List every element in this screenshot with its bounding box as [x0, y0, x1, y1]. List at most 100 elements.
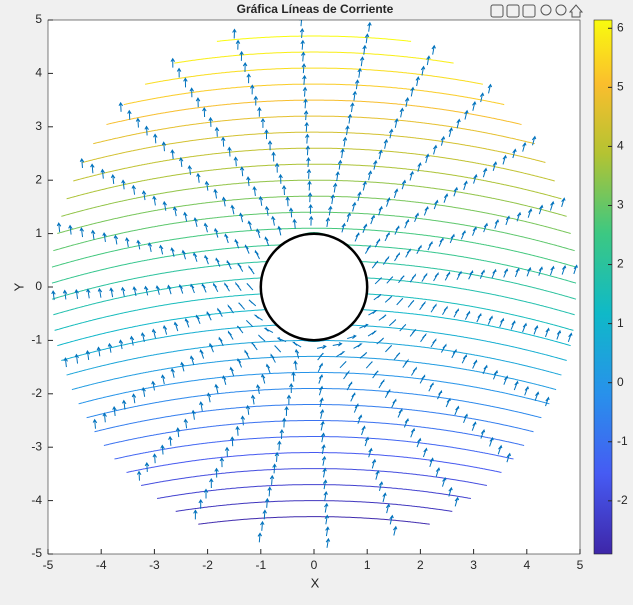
- arrow: [354, 232, 360, 242]
- arrow: [384, 295, 393, 303]
- arrow: [394, 251, 400, 262]
- arrow: [221, 375, 227, 385]
- arrow: [183, 418, 189, 429]
- toolbar-button[interactable]: [522, 4, 536, 18]
- arrow: [378, 378, 385, 389]
- arrow: [160, 444, 165, 455]
- x-tick-label: 4: [523, 558, 530, 572]
- arrow: [378, 481, 384, 491]
- arrow: [121, 399, 127, 410]
- arrow: [62, 289, 68, 300]
- toolbar-button[interactable]: [506, 4, 520, 18]
- arrow: [226, 259, 232, 270]
- arrow: [322, 467, 327, 478]
- x-tick-label: -3: [149, 558, 160, 572]
- arrow: [538, 266, 543, 276]
- arrow: [301, 51, 306, 62]
- arrow: [152, 195, 157, 206]
- arrow: [305, 133, 310, 144]
- arrow: [367, 21, 372, 32]
- arrow: [51, 290, 56, 301]
- arrow: [491, 268, 497, 279]
- arrow: [437, 389, 443, 400]
- arrow: [319, 397, 324, 408]
- arrow: [236, 325, 244, 334]
- arrow: [361, 425, 366, 436]
- arrow: [561, 264, 567, 275]
- x-tick-label: 3: [470, 558, 477, 572]
- arrow: [264, 129, 269, 140]
- arrow: [394, 225, 400, 235]
- arrow: [85, 349, 91, 360]
- arrow: [350, 102, 355, 113]
- arrow: [373, 294, 382, 301]
- arrow: [389, 514, 394, 525]
- arrow: [533, 325, 539, 335]
- arrow: [461, 354, 468, 364]
- arrow: [242, 62, 248, 73]
- arrow: [342, 136, 348, 147]
- arrow: [492, 161, 498, 171]
- arrow: [463, 180, 468, 191]
- arrow: [180, 361, 185, 372]
- arrow: [285, 196, 290, 207]
- arrow: [374, 238, 381, 248]
- arrow: [440, 343, 447, 353]
- arrow: [109, 287, 114, 298]
- streamline: [157, 484, 471, 499]
- toolbar-button[interactable]: [540, 4, 552, 16]
- arrow: [292, 218, 297, 229]
- arrow: [431, 44, 436, 55]
- arrow: [248, 299, 257, 307]
- arrow: [159, 244, 164, 255]
- arrow: [435, 467, 441, 477]
- arrow: [195, 97, 201, 108]
- arrow: [301, 63, 307, 74]
- arrow: [378, 205, 383, 216]
- arrow: [341, 222, 346, 233]
- arrow: [416, 437, 422, 448]
- arrow: [235, 425, 240, 436]
- arrow: [176, 67, 182, 78]
- arrow: [121, 179, 126, 190]
- arrow: [472, 226, 477, 236]
- arrow: [260, 520, 265, 531]
- arrow: [370, 214, 376, 225]
- arrow: [284, 405, 289, 416]
- arrow: [63, 357, 68, 368]
- arrow: [274, 162, 280, 173]
- y-tick-label: 2: [35, 172, 42, 186]
- arrow: [161, 141, 167, 152]
- arrow: [189, 87, 194, 98]
- toolbar-button[interactable]: [568, 4, 584, 18]
- arrow: [208, 116, 213, 127]
- arrow: [258, 195, 264, 206]
- arrow: [367, 170, 373, 181]
- toolbar[interactable]: [490, 4, 584, 18]
- arrow: [454, 405, 460, 416]
- arrow: [359, 352, 368, 359]
- arrow: [244, 349, 250, 359]
- y-tick-label: -3: [31, 439, 42, 453]
- streamline: [54, 293, 574, 331]
- arrow: [214, 467, 219, 478]
- arrow: [187, 164, 192, 175]
- arrow: [306, 168, 312, 179]
- streamline: [51, 242, 577, 300]
- streamline: [103, 420, 525, 446]
- arrow: [192, 252, 198, 262]
- arrow: [383, 138, 389, 149]
- streamline: [174, 51, 454, 64]
- arrow: [324, 502, 329, 513]
- arrow: [397, 408, 403, 418]
- streamline: [61, 179, 567, 217]
- arrow: [407, 300, 415, 308]
- toolbar-button[interactable]: [555, 4, 567, 16]
- arrow: [234, 238, 240, 249]
- arrow: [125, 237, 130, 248]
- arrow: [472, 359, 478, 369]
- arrow: [425, 153, 430, 164]
- toolbar-button[interactable]: [490, 4, 504, 18]
- arrow: [56, 222, 62, 233]
- streamline: [86, 388, 542, 419]
